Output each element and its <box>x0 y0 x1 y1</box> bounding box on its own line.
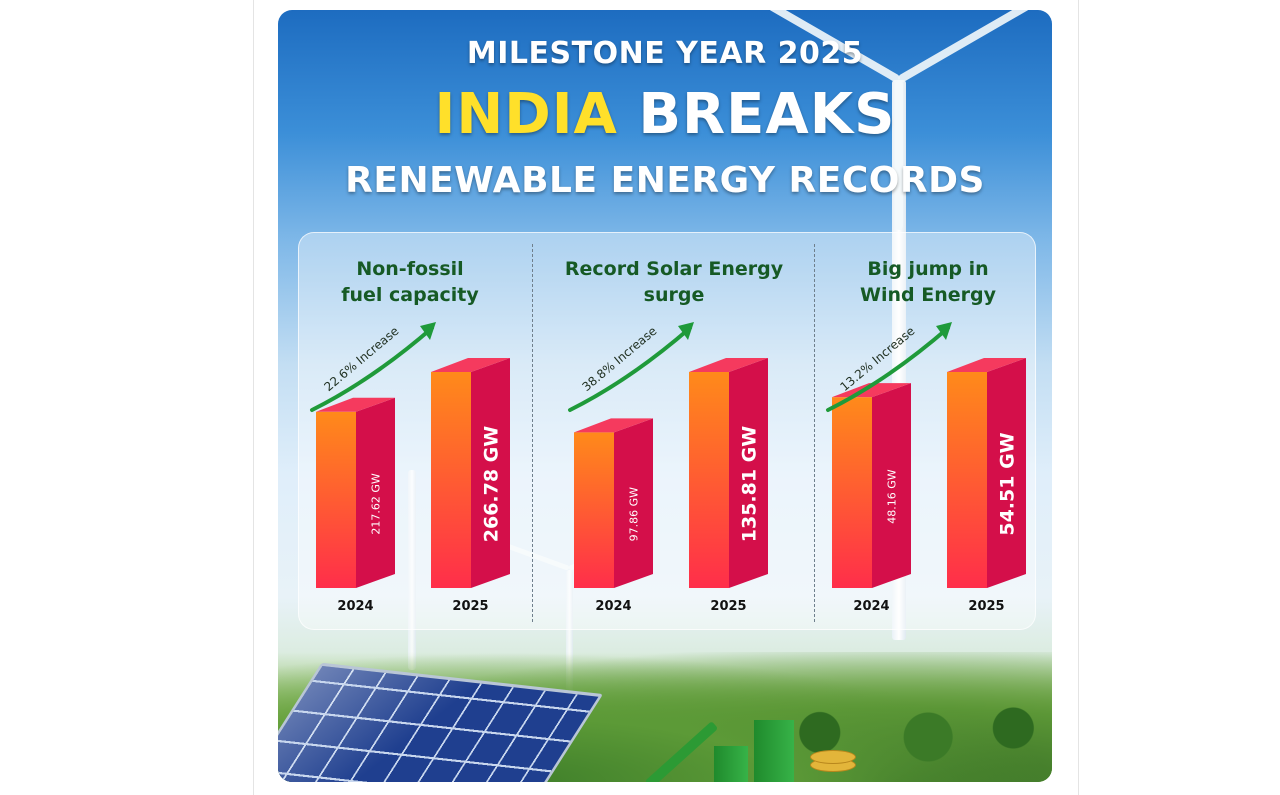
poster-headline: INDIA BREAKS <box>278 82 1052 147</box>
bar-top-2024 <box>574 418 653 433</box>
bar-value-label: 48.16 GW <box>886 469 899 524</box>
panel-divider <box>532 244 533 622</box>
increase-arrow-icon <box>826 326 950 412</box>
bar-top-2024 <box>832 383 911 398</box>
bar-value-label: 97.86 GW <box>628 487 641 542</box>
increase-arrow-icon <box>310 326 434 412</box>
increase-arrowhead-icon <box>936 322 952 340</box>
bar-front-2024 <box>574 432 614 588</box>
headline-rest: BREAKS <box>638 82 896 147</box>
year-label: 2024 <box>337 599 373 614</box>
group-title-solar: Record Solar Energy surge <box>559 256 789 308</box>
bar-value-label: 217.62 GW <box>370 473 383 535</box>
group-title-wind: Big jump in Wind Energy <box>813 256 1043 308</box>
bar-side-2024 <box>356 397 395 588</box>
bar-front-2025 <box>431 372 471 588</box>
bar-side-2025 <box>987 358 1026 588</box>
bar-front-2025 <box>947 372 987 588</box>
year-label: 2024 <box>853 599 889 614</box>
bar-top-2025 <box>689 358 768 372</box>
bar-value-label: 54.51 GW <box>997 432 1019 535</box>
group-title-non-fossil: Non-fossil fuel capacity <box>295 256 525 308</box>
bar-side-2024 <box>614 418 653 588</box>
bar-front-2024 <box>316 411 356 588</box>
wind-turbine-tower-icon <box>566 570 573 700</box>
growth-bar-icon <box>714 746 748 782</box>
chart-panel <box>298 232 1036 630</box>
bar-side-2024 <box>872 383 911 588</box>
post-frame <box>253 0 1079 795</box>
bar-side-2025 <box>729 358 768 588</box>
group-title-line: surge <box>643 284 705 306</box>
wind-turbine-tower-icon <box>408 470 416 670</box>
bar-top-2024 <box>316 397 395 412</box>
group-title-line: Wind Energy <box>860 284 996 306</box>
panel-divider <box>814 244 815 622</box>
poster-subheadline: RENEWABLE ENERGY RECORDS <box>345 160 985 201</box>
group-title-line: fuel capacity <box>341 284 479 306</box>
year-label: 2025 <box>710 599 746 614</box>
group-title-line: Big jump in <box>867 258 989 280</box>
group-title-line: Record Solar Energy <box>564 258 784 280</box>
bar-side-2025 <box>471 358 510 588</box>
group-title-line: Non-fossil <box>356 258 464 280</box>
bar-front-2025 <box>689 372 729 588</box>
bar-top-2025 <box>947 358 1026 372</box>
headline-highlight: INDIA <box>434 82 618 147</box>
coin-stack-icon <box>810 750 856 764</box>
growth-bar-icon <box>754 720 794 782</box>
increase-arrowhead-icon <box>420 322 436 340</box>
increase-arrowhead-icon <box>678 322 694 340</box>
bar-top-2025 <box>431 358 510 372</box>
year-label: 2025 <box>968 599 1004 614</box>
bar-value-label: 266.78 GW <box>481 426 503 543</box>
poster-kicker: MILESTONE YEAR 2025 <box>466 36 864 71</box>
year-label: 2024 <box>595 599 631 614</box>
bar-value-label: 135.81 GW <box>739 426 761 543</box>
year-label: 2025 <box>452 599 488 614</box>
bar-front-2024 <box>832 397 872 588</box>
increase-arrow-icon <box>568 326 692 412</box>
